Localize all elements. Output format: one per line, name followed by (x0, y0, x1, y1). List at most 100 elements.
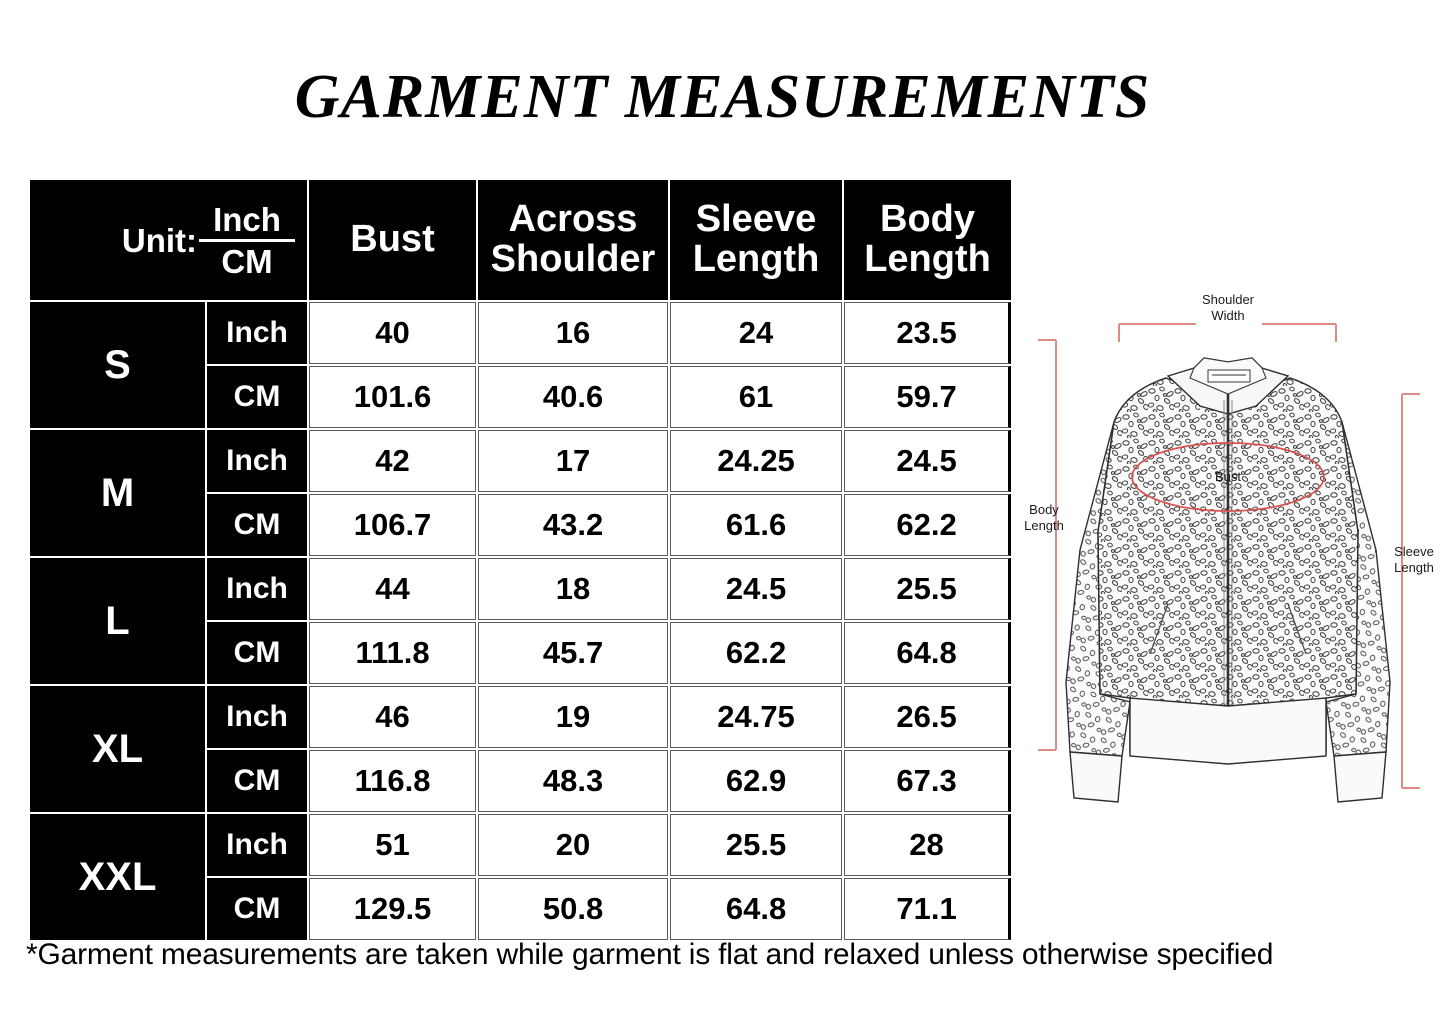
body-length-bracket (1038, 339, 1057, 751)
table-row: CM 106.7 43.2 61.6 62.2 (30, 494, 1012, 556)
cell-m-cm-across-shoulder: 43.2 (478, 494, 669, 556)
sleeve-length-label-line2: Length (1394, 560, 1434, 575)
measurement-footnote: *Garment measurements are taken while ga… (26, 938, 1274, 971)
cell-xl-cm-bust: 116.8 (309, 750, 477, 812)
cell-s-inch-sleeve-length: 24 (670, 302, 843, 364)
bust-label: Bust (1215, 469, 1241, 484)
brand-label-tag (1207, 369, 1251, 383)
table-row: S Inch 40 16 24 23.5 (30, 302, 1012, 428)
cell-xxl-inch-sleeve-length: 25.5 (670, 814, 843, 876)
column-header-sleeve-length: Sleeve Length (670, 180, 843, 300)
size-label-l: L (30, 558, 205, 684)
cell-xxl-inch-bust: 51 (309, 814, 477, 876)
shoulder-width-label-line1: Shoulder (1202, 292, 1255, 307)
cell-l-inch-sleeve-length: 24.5 (670, 558, 843, 620)
cell-l-cm-body-length: 64.8 (844, 622, 1012, 684)
table-row: CM 116.8 48.3 62.9 67.3 (30, 750, 1012, 812)
column-header-body-length-line2: Length (864, 238, 991, 280)
cell-l-cm-sleeve-length: 62.2 (670, 622, 843, 684)
garment-diagram: Shoulder Width Bust Body Length Sleeve L… (1024, 292, 1434, 803)
garment-illustration-panel: Shoulder Width Bust Body Length Sleeve L… (1018, 282, 1438, 842)
cell-m-inch-sleeve-length: 24.25 (670, 430, 843, 492)
unit-cell-cm: CM (207, 622, 308, 684)
shoulder-width-label-line2: Width (1211, 308, 1244, 323)
left-pocket-opening (1149, 603, 1169, 655)
size-label-xl: XL (30, 686, 205, 812)
size-label-xxl: XXL (30, 814, 205, 940)
jacket-illustration (1065, 357, 1391, 803)
cell-l-inch-across-shoulder: 18 (478, 558, 669, 620)
size-chart-table-wrapper: Unit: Inch CM Bust Across Shoulder (28, 178, 1012, 940)
sleeve-length-bracket (1401, 393, 1420, 789)
shoulder-width-bracket-left (1118, 323, 1196, 342)
cell-xl-inch-body-length: 26.5 (844, 686, 1012, 748)
cell-xl-cm-body-length: 67.3 (844, 750, 1012, 812)
unit-cell-cm: CM (207, 878, 308, 940)
cell-s-cm-bust: 101.6 (309, 366, 477, 428)
column-header-sleeve-length-line2: Length (692, 238, 820, 280)
cell-l-inch-bust: 44 (309, 558, 477, 620)
bust-measurement-ellipse (1131, 442, 1325, 512)
table-row: XL Inch 46 19 24.75 26.5 (30, 686, 1012, 812)
table-row: CM 101.6 40.6 61 59.7 (30, 366, 1012, 428)
sleeve-length-label-line1: Sleeve (1394, 544, 1434, 559)
unit-label: Unit: (121, 221, 198, 259)
cell-m-cm-body-length: 62.2 (844, 494, 1012, 556)
column-header-across-shoulder-line2: Shoulder (490, 238, 656, 280)
right-pocket-opening (1287, 603, 1307, 655)
unit-cell-inch: Inch (207, 814, 308, 876)
unit-cell-inch: Inch (207, 430, 308, 492)
table-header-row: Unit: Inch CM Bust Across Shoulder (30, 180, 1012, 300)
unit-fraction-numerator: Inch (213, 200, 281, 238)
shoulder-width-bracket-right (1262, 323, 1337, 342)
table-row: CM 111.8 45.7 62.2 64.8 (30, 622, 1012, 684)
table-row: L Inch 44 18 24.5 25.5 (30, 558, 1012, 684)
cell-s-inch-bust: 40 (309, 302, 477, 364)
cell-l-inch-body-length: 25.5 (844, 558, 1012, 620)
unit-cell-inch: Inch (207, 302, 308, 364)
page-title: GARMENT MEASUREMENTS (294, 63, 1151, 131)
cell-s-inch-across-shoulder: 16 (478, 302, 669, 364)
unit-cell-inch: Inch (207, 686, 308, 748)
unit-cell-inch: Inch (207, 558, 308, 620)
cell-xxl-cm-across-shoulder: 50.8 (478, 878, 669, 940)
size-label-m: M (30, 430, 205, 556)
cell-s-cm-sleeve-length: 61 (670, 366, 843, 428)
size-label-s: S (30, 302, 205, 428)
column-header-bust: Bust (309, 180, 477, 300)
table-row: XXL Inch 51 20 25.5 28 (30, 814, 1012, 940)
cell-s-inch-body-length: 23.5 (844, 302, 1012, 364)
cell-m-cm-bust: 106.7 (309, 494, 477, 556)
cell-l-cm-across-shoulder: 45.7 (478, 622, 669, 684)
cell-xxl-cm-sleeve-length: 64.8 (670, 878, 843, 940)
cell-xl-cm-across-shoulder: 48.3 (478, 750, 669, 812)
cell-xl-cm-sleeve-length: 62.9 (670, 750, 843, 812)
cell-xl-inch-sleeve-length: 24.75 (670, 686, 843, 748)
unit-fraction: Inch CM (199, 200, 296, 279)
cell-xxl-inch-body-length: 28 (844, 814, 1012, 876)
table-row: CM 129.5 50.8 64.8 71.1 (30, 878, 1012, 940)
measurement-brackets (1038, 323, 1420, 789)
unit-cell-cm: CM (207, 366, 308, 428)
size-chart-table: Unit: Inch CM Bust Across Shoulder (28, 178, 1013, 942)
ribbed-hem (1129, 697, 1327, 765)
left-cuff (1069, 751, 1123, 803)
cell-xxl-cm-body-length: 71.1 (844, 878, 1012, 940)
cell-m-inch-bust: 42 (309, 430, 477, 492)
unit-cell-cm: CM (207, 494, 308, 556)
cell-xl-inch-across-shoulder: 19 (478, 686, 669, 748)
column-header-across-shoulder-line1: Across (508, 198, 638, 241)
column-header-body-length: Body Length (844, 180, 1012, 300)
cell-xl-inch-bust: 46 (309, 686, 477, 748)
cell-m-inch-body-length: 24.5 (844, 430, 1012, 492)
cell-s-cm-body-length: 59.7 (844, 366, 1012, 428)
right-cuff (1333, 751, 1387, 803)
table-row: M Inch 42 17 24.25 24.5 (30, 430, 1012, 556)
cell-m-inch-across-shoulder: 17 (478, 430, 669, 492)
cell-s-cm-across-shoulder: 40.6 (478, 366, 669, 428)
unit-fraction-bar (199, 238, 296, 242)
cell-l-cm-bust: 111.8 (309, 622, 477, 684)
unit-cell-cm: CM (207, 750, 308, 812)
cell-m-cm-sleeve-length: 61.6 (670, 494, 843, 556)
column-header-body-length-line1: Body (880, 198, 976, 241)
